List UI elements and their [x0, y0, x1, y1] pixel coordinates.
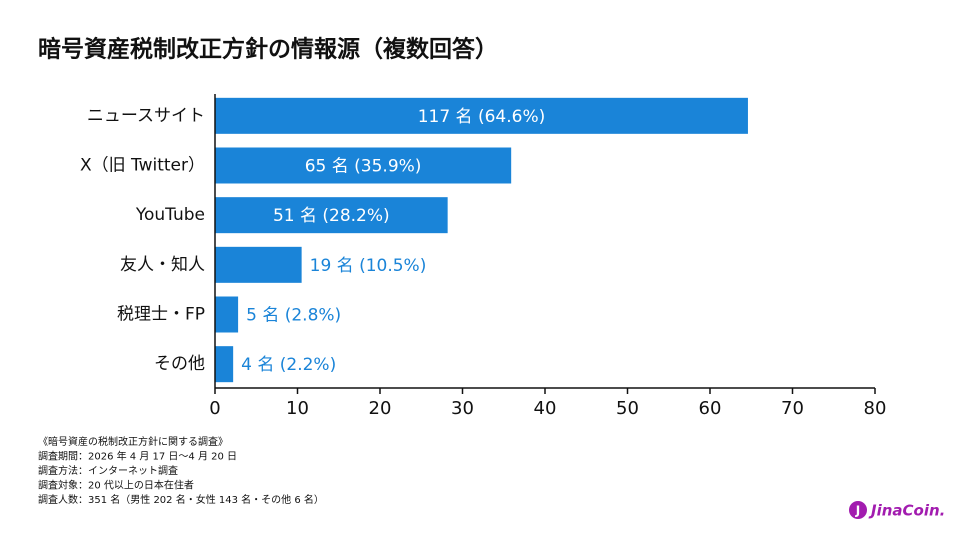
y-tick-label: その他 — [154, 354, 205, 374]
bar — [215, 197, 448, 234]
y-tick-label: 税理士・FP — [117, 305, 205, 325]
value-label: 5 名 (2.8%) — [246, 306, 341, 326]
value-label: 51 名 (28.2%) — [273, 206, 390, 226]
x-tick-label: 40 — [534, 398, 557, 419]
value-label: 65 名 (35.9%) — [305, 157, 422, 177]
logo-icon — [849, 501, 867, 519]
bar — [215, 296, 239, 333]
chart-title: 暗号資産税制改正方針の情報源（複数回答） — [38, 36, 498, 63]
footnote: 調査方法：インターネット調査 — [38, 464, 178, 477]
bar — [215, 97, 748, 134]
x-tick-label: 0 — [209, 398, 220, 419]
value-label: 117 名 (64.6%) — [418, 107, 546, 127]
y-tick-label: ニュースサイト — [87, 106, 205, 126]
footnote: 調査期間：2026 年 4 月 17 日〜4 月 20 日 — [38, 450, 237, 463]
footnote: 調査人数：351 名（男性 202 名・女性 143 名・その他 6 名） — [38, 493, 324, 506]
value-label: 4 名 (2.2%) — [241, 355, 336, 375]
x-tick-label: 30 — [451, 398, 474, 419]
value-label: 19 名 (10.5%) — [310, 256, 427, 276]
x-tick-label: 10 — [286, 398, 309, 419]
bar — [215, 147, 512, 184]
x-tick-label: 70 — [781, 398, 804, 419]
x-tick-label: 60 — [699, 398, 722, 419]
bar — [215, 346, 234, 383]
x-tick-label: 80 — [864, 398, 887, 419]
y-tick-label: 友人・知人 — [120, 255, 205, 275]
logo-icon-letter: J — [855, 504, 860, 518]
logo: J JinaCoin. — [849, 501, 945, 520]
x-tick-label: 50 — [616, 398, 639, 419]
footnote: 《暗号資産の税制改正方針に関する調査》 — [38, 435, 228, 448]
footnote: 調査対象：20 代以上の日本在住者 — [38, 479, 194, 492]
y-tick-label: YouTube — [135, 205, 205, 225]
y-tick-label: X（旧 Twitter） — [80, 156, 205, 176]
logo-text: JinaCoin. — [868, 502, 945, 520]
x-tick-label: 20 — [369, 398, 392, 419]
bar — [215, 246, 302, 283]
